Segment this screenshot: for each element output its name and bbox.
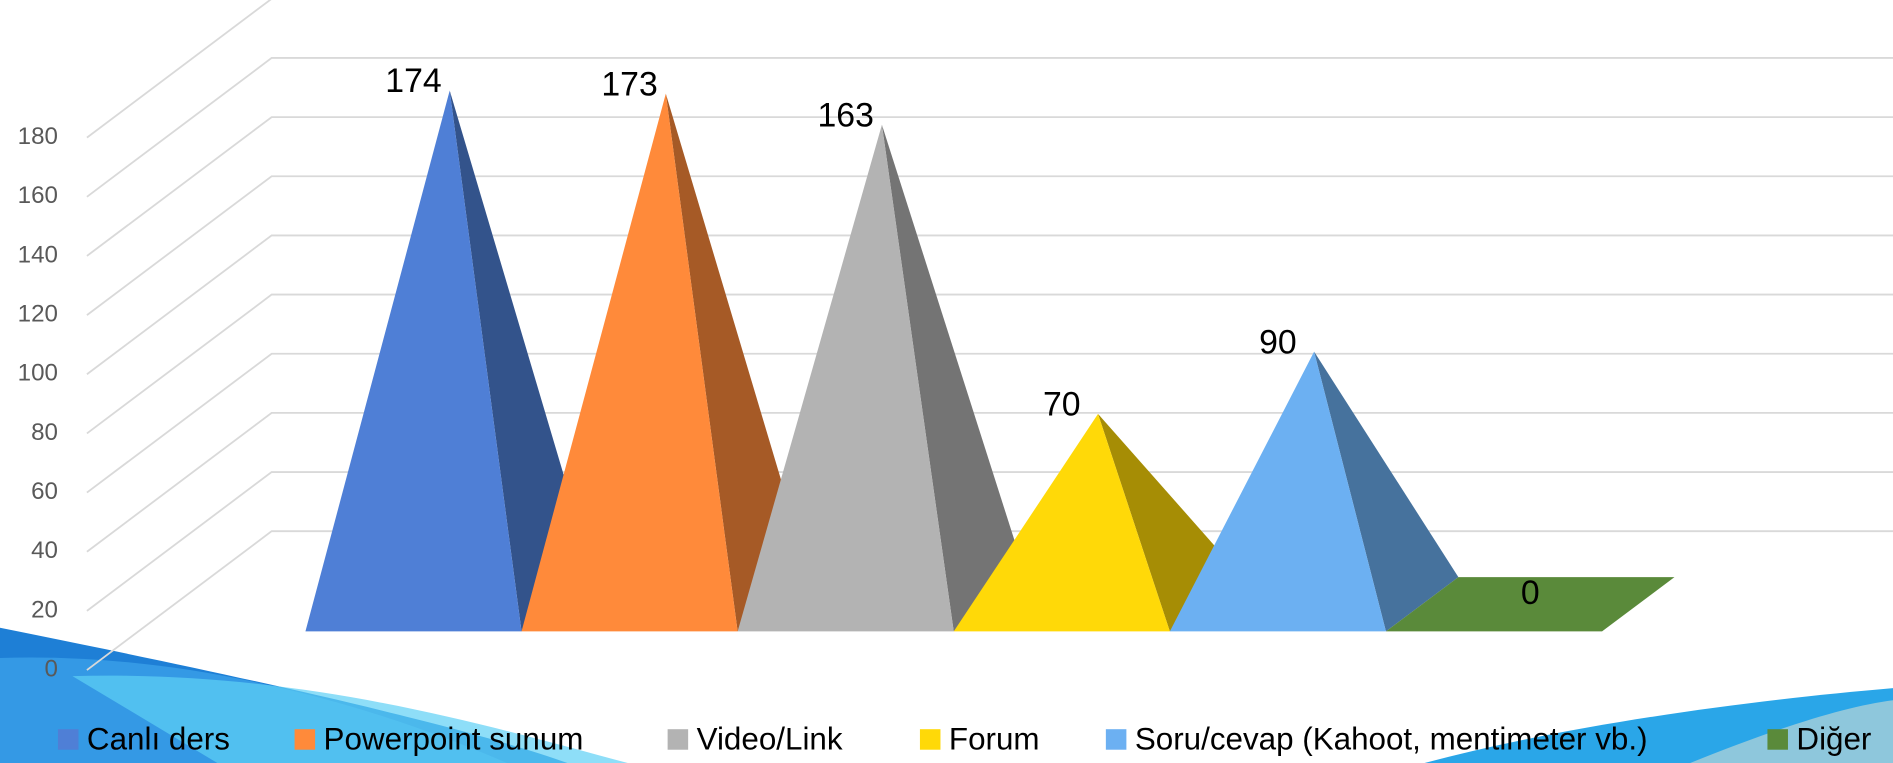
y-tick-label: 60 — [31, 478, 58, 505]
pyramid-front — [1169, 351, 1386, 632]
grid-line — [86, 175, 1893, 316]
grid-line — [86, 234, 1893, 375]
grid-line — [86, 57, 1893, 198]
grid-line — [86, 352, 1893, 494]
y-tick-label: 100 — [18, 360, 58, 387]
y-tick-label: 140 — [18, 241, 58, 268]
pyramid-front — [737, 124, 954, 632]
legend-swatch — [57, 729, 79, 750]
pyramid-base — [1385, 577, 1675, 632]
y-tick-label: 160 — [18, 182, 58, 209]
legend-swatch — [1105, 729, 1127, 750]
grid-line — [86, 116, 1893, 257]
pyramid-front — [305, 90, 522, 632]
legend-label: Forum — [949, 722, 1040, 757]
legend-swatch — [667, 729, 689, 750]
grid-line — [86, 0, 272, 139]
value-label: 70 — [1043, 385, 1081, 423]
value-label: 163 — [817, 96, 873, 134]
value-label: 90 — [1259, 323, 1297, 361]
pyramid — [1385, 577, 1675, 632]
y-tick-label: 40 — [31, 537, 58, 564]
legend-label: Diğer — [1796, 722, 1871, 757]
legend-swatch — [1767, 729, 1788, 750]
pyramid — [521, 93, 811, 632]
legend-swatch — [919, 729, 941, 750]
pyramid — [737, 124, 1027, 632]
grid-line — [86, 293, 1893, 435]
legend-label: Video/Link — [697, 722, 843, 757]
legend-swatch — [294, 729, 316, 750]
value-label: 173 — [601, 65, 657, 103]
pyramid — [1169, 351, 1459, 632]
y-tick-label: 80 — [31, 419, 58, 446]
y-tick-label: 20 — [31, 596, 58, 623]
value-label: 0 — [1521, 574, 1540, 612]
pyramid-front — [953, 413, 1170, 632]
legend-label: Canlı ders — [87, 722, 230, 757]
pyramid-side — [665, 93, 811, 632]
y-tick-label: 120 — [18, 300, 58, 327]
legend-label: Powerpoint sunum — [324, 722, 584, 757]
legend-label: Soru/cevap (Kahoot, mentimeter vb.) — [1135, 722, 1648, 757]
y-tick-label: 180 — [18, 123, 58, 150]
pyramid-front — [521, 93, 738, 632]
pyramid-side — [881, 124, 1027, 632]
pyramid-side — [1314, 351, 1459, 632]
value-label: 174 — [385, 62, 441, 100]
y-tick-label: 0 — [45, 655, 58, 682]
